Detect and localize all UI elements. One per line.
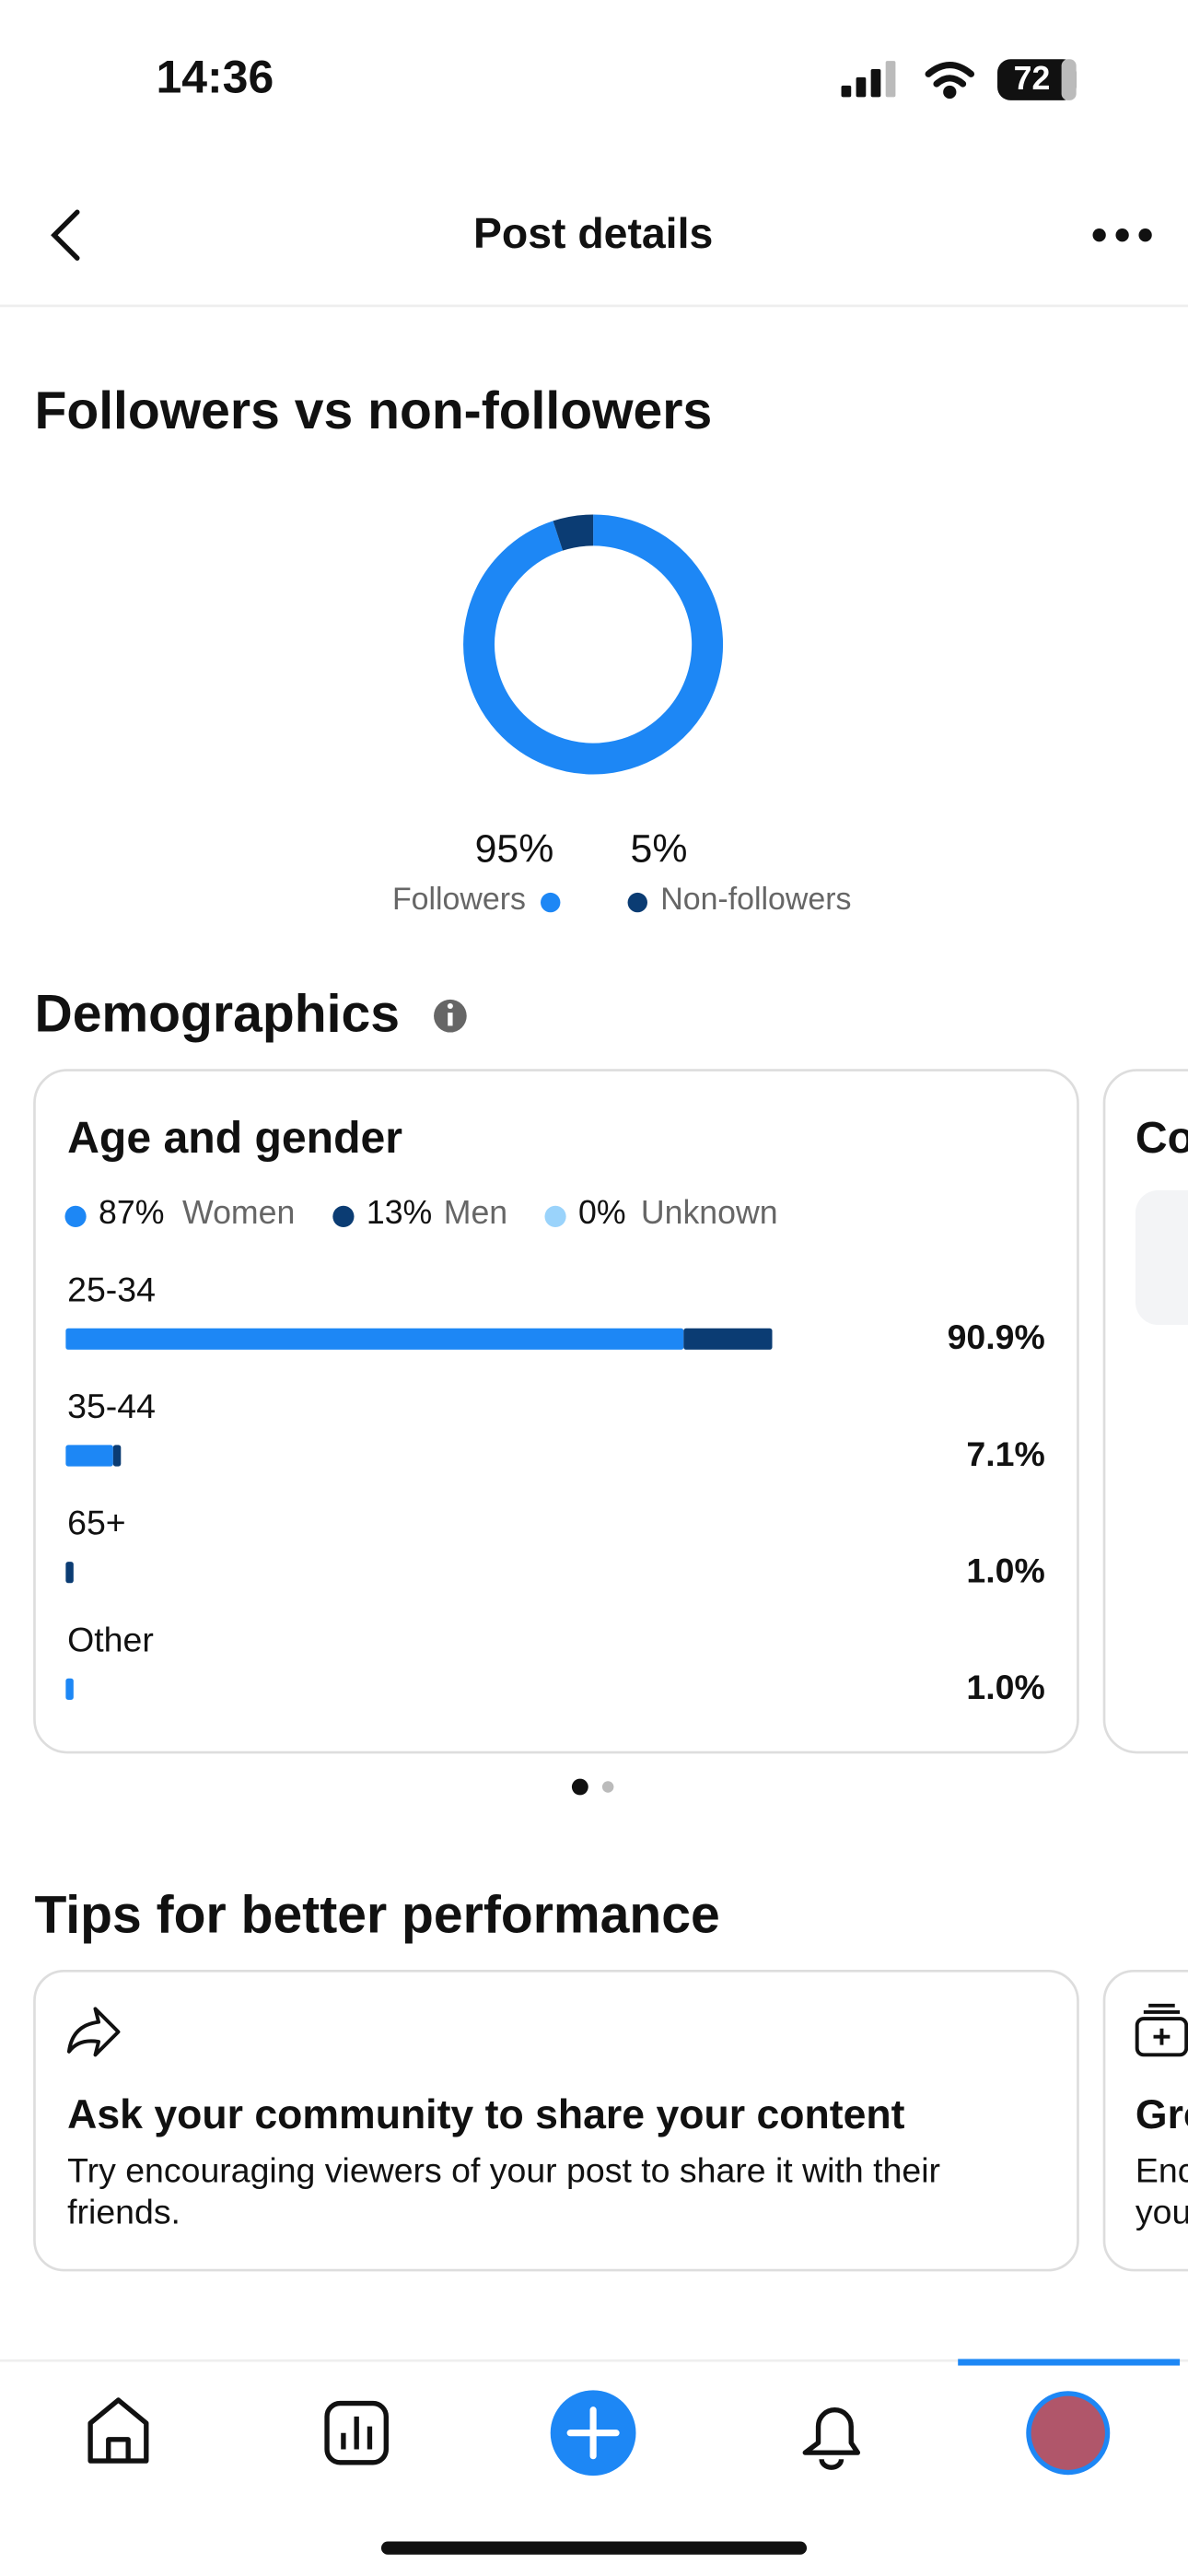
bar-segment <box>683 1328 773 1350</box>
legend-share: 13% <box>367 1194 432 1231</box>
nav-stats[interactable] <box>324 2400 389 2465</box>
page-dot[interactable] <box>601 1781 614 1793</box>
page-dot[interactable] <box>571 1778 588 1796</box>
donut-slice <box>463 514 724 775</box>
total-label: 1.0% <box>966 1551 1044 1589</box>
wifi <box>925 61 975 100</box>
bar-segment <box>65 1445 113 1467</box>
age-label: 35-44 <box>67 1387 156 1425</box>
legend-dot <box>332 1205 355 1227</box>
value-label: 5% <box>631 827 688 872</box>
battery-level: 72 <box>1014 60 1051 97</box>
legend-share: 0% <box>578 1194 626 1231</box>
tip-title: Gro <box>1136 2092 1188 2137</box>
info-icon[interactable] <box>434 999 467 1033</box>
bar-segment <box>65 1678 74 1700</box>
legend-dot <box>541 892 561 913</box>
section-title: Followers vs non-followers <box>34 381 712 440</box>
legend-dot <box>627 892 647 913</box>
value-label: 95% <box>475 827 554 872</box>
battery <box>997 59 1077 100</box>
tip-card[interactable] <box>33 1970 1079 2272</box>
nav-notifications[interactable] <box>802 2407 861 2470</box>
legend-label: Unknown <box>641 1194 778 1231</box>
bar-segment <box>112 1445 122 1467</box>
group-icon <box>1135 2003 1188 2057</box>
legend-label: Men <box>444 1194 507 1231</box>
legend-label: Women <box>182 1194 295 1231</box>
legend-label: Followers <box>392 882 526 917</box>
legend-dot <box>64 1205 87 1227</box>
age-label: Other <box>67 1620 154 1658</box>
card-title: Age and gender <box>67 1113 402 1163</box>
card[interactable] <box>1102 1069 1188 1754</box>
share-icon <box>66 2007 121 2057</box>
home-indicator <box>380 2541 808 2555</box>
nav-profile[interactable] <box>1026 2391 1111 2476</box>
card <box>33 1069 1079 1754</box>
tip-text: Enc <box>1136 2151 1188 2190</box>
card-inner <box>1135 1189 1188 1326</box>
nav-home[interactable] <box>87 2397 149 2464</box>
section-title: Tips for better performance <box>34 1885 719 1944</box>
tip-text: Try encouraging viewers of your post to … <box>67 2151 940 2190</box>
bar-segment <box>65 1328 684 1350</box>
more-button[interactable] <box>1092 228 1152 242</box>
signal <box>841 61 896 98</box>
battery-empty <box>1061 59 1077 100</box>
age-label: 65+ <box>67 1504 126 1542</box>
section-title: Demographics <box>34 985 399 1044</box>
legend-share: 87% <box>99 1194 164 1231</box>
donut-slice <box>553 514 594 551</box>
header-title: Post details <box>473 209 713 257</box>
card-title: Co <box>1136 1113 1188 1163</box>
bar-segment <box>65 1562 74 1584</box>
tip-card[interactable] <box>1102 1970 1188 2272</box>
legend-dot <box>544 1205 566 1227</box>
back-button[interactable] <box>51 209 80 261</box>
status-time: 14:36 <box>157 52 274 103</box>
plus <box>566 2406 620 2460</box>
total-label: 90.9% <box>948 1317 1045 1356</box>
nav-active <box>958 2359 1181 2366</box>
legend-label: Non-followers <box>660 882 851 917</box>
total-label: 1.0% <box>966 1668 1044 1706</box>
total-label: 7.1% <box>966 1434 1044 1473</box>
tip-text: friends. <box>67 2192 181 2231</box>
age-label: 25-34 <box>67 1270 156 1308</box>
tip-title: Ask your community to share your content <box>67 2092 905 2137</box>
tip-text: you <box>1136 2192 1188 2231</box>
